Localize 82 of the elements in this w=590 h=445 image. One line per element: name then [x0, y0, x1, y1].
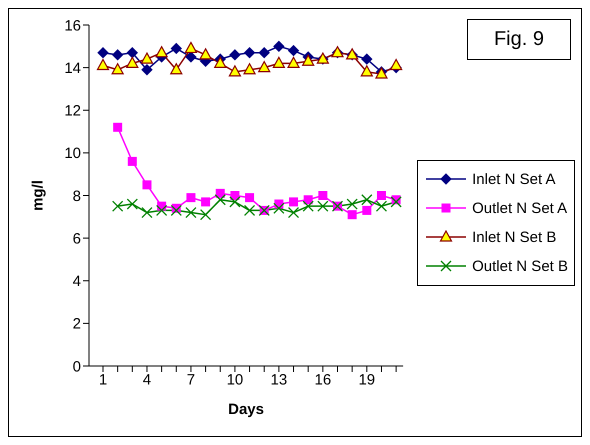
y-tick-label: 16	[64, 17, 81, 34]
legend-label: Outlet N Set B	[472, 258, 568, 274]
point	[201, 197, 210, 206]
point	[390, 58, 402, 70]
x-tick-label: 4	[142, 372, 152, 389]
x-tick-label: 7	[186, 372, 196, 389]
point	[230, 191, 240, 200]
y-tick-label: 14	[64, 60, 81, 77]
point	[126, 47, 138, 58]
point	[214, 194, 226, 206]
point	[302, 54, 314, 66]
x-tick-label: 16	[314, 372, 332, 389]
point	[288, 45, 300, 56]
caption: Fig. 9	[466, 19, 571, 60]
point	[318, 191, 328, 200]
point	[96, 58, 110, 70]
point	[362, 206, 372, 215]
point	[376, 191, 386, 200]
point	[98, 47, 108, 58]
legend-label: Outlet N Set A	[472, 200, 568, 216]
point	[170, 42, 182, 54]
y-axis-title: mg/l	[29, 180, 46, 211]
legend-label: Inlet N Set B	[472, 228, 556, 246]
y-tick-label: 4	[72, 273, 81, 290]
point	[141, 206, 153, 218]
point	[258, 47, 270, 58]
point	[185, 206, 197, 218]
point	[128, 156, 137, 166]
y-tick-label: 10	[64, 145, 81, 162]
legend-label: Inlet N Set A	[472, 170, 556, 188]
point	[302, 200, 314, 212]
point	[289, 197, 298, 206]
y-tick-label: 12	[64, 102, 81, 120]
point	[376, 200, 388, 212]
x-tick-label: 19	[358, 372, 376, 389]
point	[112, 200, 124, 212]
point	[245, 193, 254, 202]
point	[287, 56, 300, 68]
point	[229, 49, 240, 60]
point	[390, 196, 402, 208]
point	[186, 193, 196, 202]
point	[140, 52, 154, 64]
point	[288, 206, 300, 218]
point	[244, 204, 256, 216]
point	[216, 188, 225, 198]
point	[348, 210, 357, 220]
point	[141, 64, 152, 76]
point	[156, 46, 168, 58]
point	[184, 42, 198, 54]
point	[361, 194, 372, 206]
point	[112, 63, 124, 74]
point	[361, 54, 372, 65]
point	[126, 198, 138, 210]
x-tick-label: 1	[98, 372, 108, 389]
point	[243, 63, 256, 74]
x-axis-title: Days	[228, 401, 264, 418]
point	[170, 204, 182, 216]
x-tick-label: 13	[270, 372, 288, 389]
point	[272, 56, 285, 68]
point	[228, 65, 242, 76]
point	[126, 56, 138, 68]
point	[360, 65, 373, 76]
point	[273, 202, 285, 214]
y-tick-label: 0	[72, 358, 81, 376]
x-tick-label: 10	[226, 372, 244, 389]
point	[214, 56, 226, 68]
point	[142, 180, 152, 190]
point	[170, 63, 182, 74]
point	[258, 61, 270, 72]
point	[346, 198, 358, 210]
point	[112, 49, 124, 60]
y-tick-label: 2	[72, 316, 81, 333]
point	[113, 122, 122, 132]
point	[199, 48, 212, 60]
y-tick-label: 6	[72, 230, 81, 248]
point	[273, 40, 284, 52]
point	[200, 209, 212, 220]
point	[156, 204, 168, 216]
point	[229, 196, 241, 208]
point	[317, 200, 328, 212]
point	[244, 47, 256, 58]
y-tick-label: 8	[72, 188, 81, 205]
